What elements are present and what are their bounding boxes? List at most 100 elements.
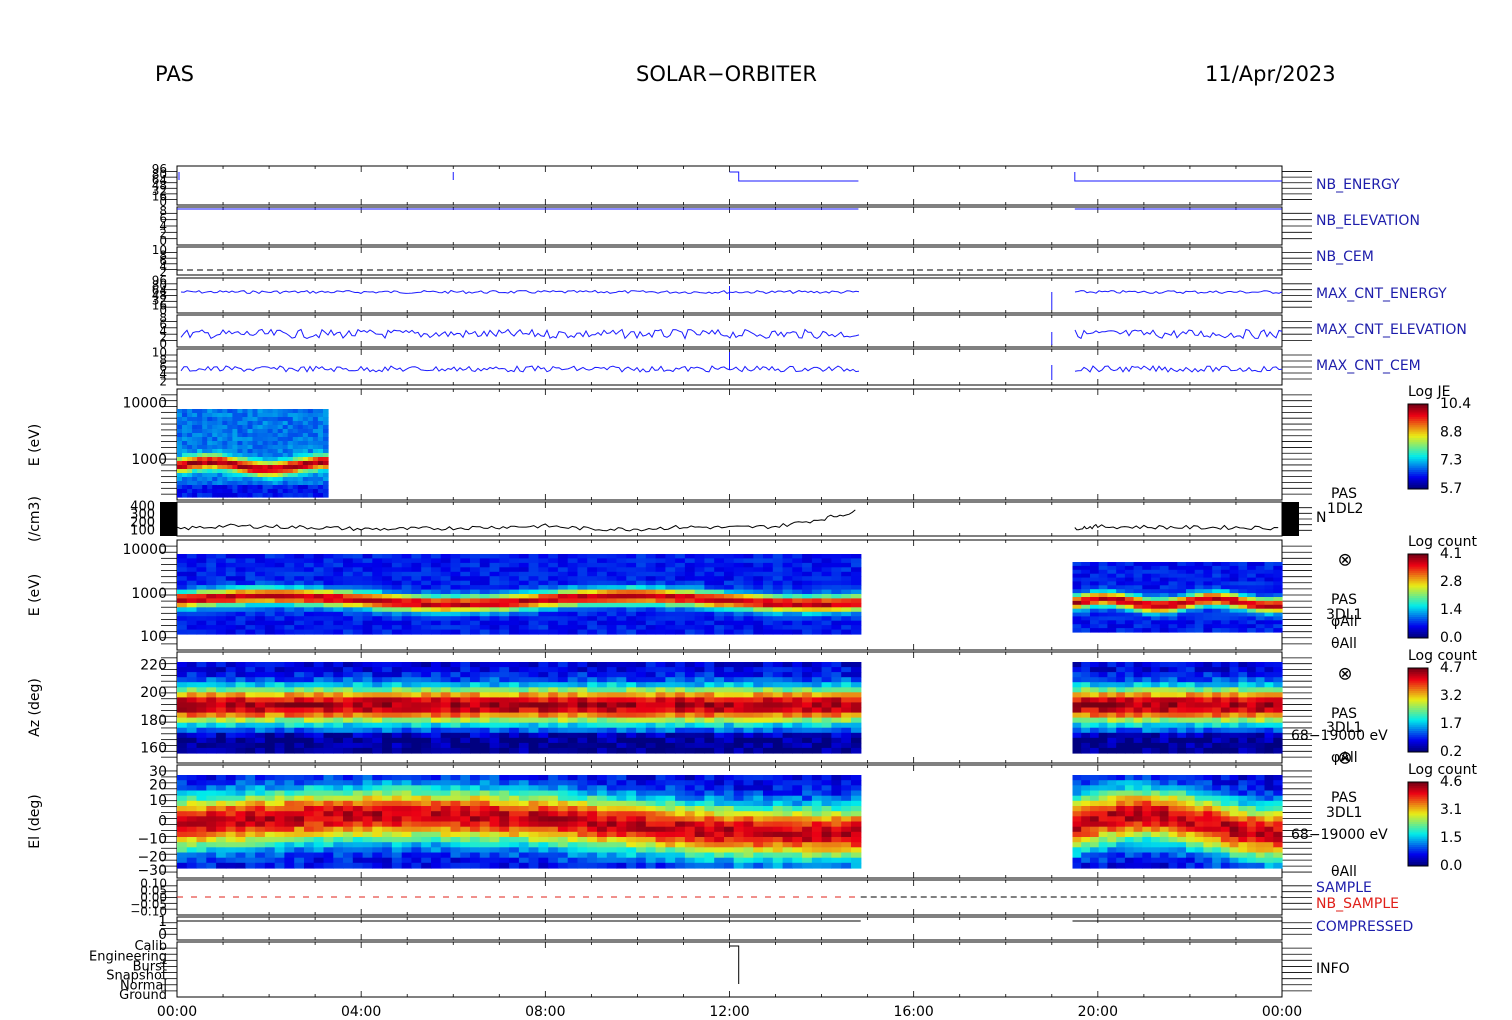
heatmap-cell — [763, 717, 774, 724]
heatmap-cell — [255, 585, 266, 591]
heatmap-cell — [1229, 565, 1239, 571]
heatmap-cell — [1220, 581, 1231, 586]
heatmap-cell — [694, 747, 706, 754]
heatmap-cell — [274, 677, 286, 683]
max-cnt-cem-trace — [180, 365, 1283, 373]
heatmap-cell — [694, 611, 706, 617]
heatmap-cell — [772, 717, 784, 724]
heatmap-cell — [272, 417, 279, 422]
heatmap-cell — [216, 562, 227, 568]
heatmap-cell — [1159, 677, 1170, 683]
heatmap-cell — [207, 433, 213, 438]
heatmap-cell — [851, 580, 862, 586]
heatmap-cell — [264, 712, 276, 719]
heatmap-cell — [1238, 717, 1248, 724]
heatmap-cell — [255, 567, 266, 573]
heatmap-cell — [313, 747, 325, 754]
heatmap-cell — [1133, 589, 1143, 594]
heatmap-cell — [1238, 732, 1248, 739]
heatmap-cell — [411, 611, 422, 617]
heatmap-cell — [831, 672, 842, 678]
heatmap-cell — [242, 477, 248, 482]
heatmap-cell — [177, 562, 188, 568]
heatmap-cell — [287, 421, 294, 426]
heatmap-cell — [1098, 577, 1108, 583]
colorbar-step — [1408, 469, 1428, 473]
heatmap-cell — [489, 625, 500, 631]
heatmap-cell — [538, 722, 549, 729]
heatmap-cell — [1142, 727, 1152, 734]
heatmap-cell — [675, 562, 686, 568]
heatmap-cell — [811, 707, 823, 714]
heatmap-cell — [217, 433, 223, 438]
heatmap-cell — [225, 687, 237, 693]
heatmap-cell — [267, 477, 274, 482]
heatmap-cell — [264, 611, 276, 617]
heatmap-cell — [216, 571, 227, 577]
heatmap-cell — [247, 433, 254, 438]
heatmap-cell — [252, 441, 259, 446]
heatmap-cell — [841, 707, 852, 714]
heatmap-cell — [196, 598, 207, 604]
heatmap-cell — [1264, 692, 1274, 698]
colorbar-step — [1408, 676, 1428, 679]
heatmap-cell — [272, 453, 279, 458]
heatmap-cell — [421, 737, 432, 744]
heatmap-cell — [421, 629, 432, 635]
heatmap-cell — [196, 585, 207, 591]
heatmap-cell — [307, 409, 314, 414]
heatmap-cell — [1072, 672, 1082, 678]
heatmap-cell — [267, 449, 274, 454]
heatmap-cell — [217, 481, 223, 486]
heatmap-cell — [282, 473, 289, 478]
heatmap-cell — [694, 607, 706, 613]
heatmap-cell — [753, 722, 764, 729]
heatmap-cell — [636, 677, 647, 683]
heatmap-cell — [202, 437, 208, 442]
panel-frame — [176, 388, 1283, 501]
heatmap-cell — [841, 672, 852, 678]
heatmap-cell — [177, 722, 188, 729]
heatmap-cell — [1212, 717, 1222, 724]
heatmap-cell — [528, 620, 539, 626]
heatmap-cell — [1177, 662, 1187, 668]
heatmap-cell — [782, 554, 793, 559]
heatmap-cell — [538, 620, 549, 626]
heatmap-cell — [264, 692, 276, 698]
heatmap-cell — [724, 589, 735, 595]
colorbar-step — [1408, 693, 1428, 696]
heatmap-cell — [1090, 687, 1100, 693]
heatmap-cell — [1098, 573, 1108, 579]
heatmap-cell — [1194, 682, 1204, 688]
panel-label: PAS — [1331, 592, 1357, 608]
heatmap-cell — [440, 717, 452, 724]
heatmap-cell — [1107, 702, 1117, 709]
heatmap-cell — [1124, 616, 1135, 621]
heatmap-cell — [499, 598, 510, 604]
heatmap-cell — [372, 687, 383, 693]
heatmap-cell — [1177, 612, 1187, 618]
heatmap-cell — [177, 481, 183, 486]
heatmap-cell — [237, 421, 243, 426]
heatmap-cell — [312, 493, 319, 498]
heatmap-cell — [294, 662, 305, 668]
heatmap-cell — [284, 687, 295, 693]
heatmap-cell — [372, 707, 383, 714]
heatmap-cell — [782, 616, 793, 622]
heatmap-cell — [1168, 742, 1178, 749]
heatmap-cell — [196, 667, 207, 673]
heatmap-cell — [192, 441, 198, 446]
heatmap-cell — [1072, 608, 1082, 614]
heatmap-cell — [297, 493, 304, 498]
heatmap-cell — [1264, 562, 1274, 567]
heatmap-cell — [431, 737, 442, 744]
heatmap-cell — [499, 589, 510, 595]
heatmap-cell — [763, 677, 774, 683]
heatmap-cell — [202, 461, 208, 466]
heatmap-cell — [411, 697, 422, 704]
heatmap-cell — [577, 677, 588, 683]
heatmap-cell — [323, 620, 334, 626]
heatmap-cell — [1255, 581, 1266, 586]
heatmap-cell — [665, 594, 676, 599]
heatmap-cell — [262, 465, 269, 470]
